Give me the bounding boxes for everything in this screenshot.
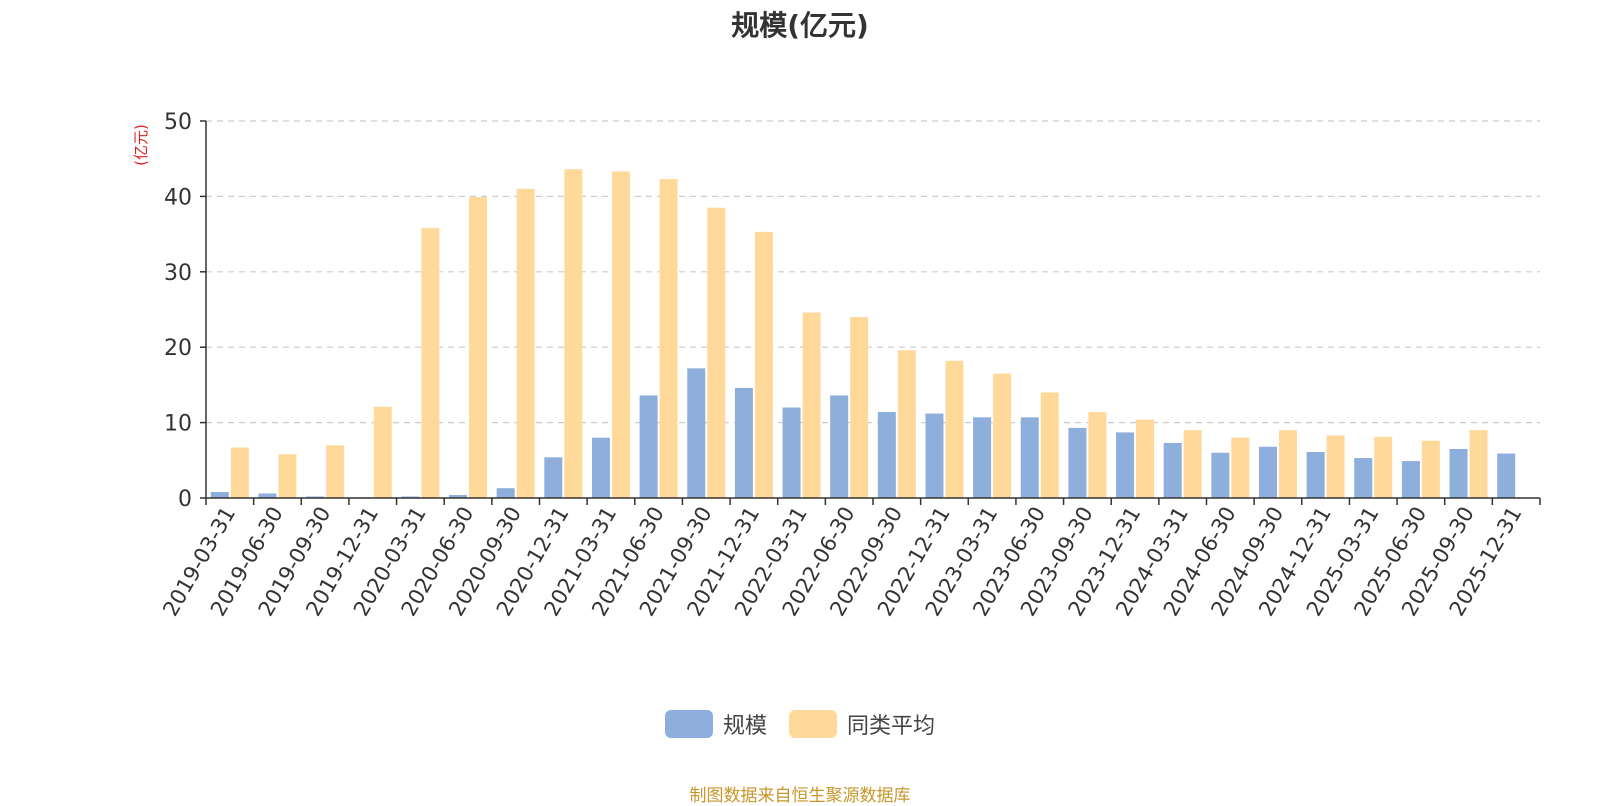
bar-category-average (1327, 435, 1345, 498)
bar-scale (783, 408, 801, 498)
y-tick-label: 20 (164, 336, 192, 361)
bar-category-average (1279, 430, 1297, 498)
bar-category-average (898, 350, 916, 498)
axes: 010203040502019-03-312019-06-302019-09-3… (158, 110, 1540, 620)
bars (211, 169, 1515, 498)
bar-scale (1164, 443, 1182, 498)
bar-scale (925, 414, 943, 498)
bar-scale (1402, 461, 1420, 498)
bar-scale (1211, 453, 1229, 498)
legend-item-category-average[interactable]: 同类平均 (789, 708, 935, 740)
bar-category-average (1422, 441, 1440, 498)
bar-category-average (469, 197, 487, 498)
bar-scale (973, 417, 991, 498)
legend: 规模 同类平均 (0, 708, 1600, 740)
bar-scale (1259, 447, 1277, 498)
bar-scale (640, 395, 658, 498)
bar-category-average (517, 189, 535, 498)
bar-category-average (1088, 412, 1106, 498)
bar-category-average (660, 179, 678, 498)
bar-scale (544, 457, 562, 498)
bar-scale (1021, 417, 1039, 498)
y-tick-label: 0 (178, 487, 192, 512)
bar-category-average (1184, 430, 1202, 498)
bar-category-average (278, 454, 296, 498)
bar-category-average (993, 374, 1011, 498)
bar-scale (497, 488, 515, 498)
bar-category-average (612, 172, 630, 498)
bar-category-average (374, 407, 392, 498)
bar-scale (1068, 428, 1086, 498)
bar-scale (1450, 449, 1468, 498)
bar-scale (1307, 452, 1325, 498)
y-tick-label: 30 (164, 261, 192, 286)
bar-scale (830, 395, 848, 498)
legend-label-scale: 规模 (723, 708, 767, 740)
bar-scale (1497, 454, 1515, 498)
y-tick-label: 40 (164, 185, 192, 210)
bar-category-average (564, 169, 582, 498)
bar-category-average (850, 317, 868, 498)
bar-category-average (1136, 420, 1154, 498)
source-note: 制图数据来自恒生聚源数据库 (0, 781, 1600, 806)
bar-category-average (1231, 438, 1249, 498)
bar-scale (592, 438, 610, 498)
legend-swatch-scale (665, 710, 713, 738)
bar-scale (878, 412, 896, 498)
y-tick-label: 10 (164, 412, 192, 437)
bar-scale (1116, 432, 1134, 498)
legend-swatch-category-average (789, 710, 837, 738)
y-tick-label: 50 (164, 110, 192, 135)
legend-label-category-average: 同类平均 (847, 708, 935, 740)
grid-lines (206, 121, 1540, 423)
bar-scale (687, 368, 705, 498)
bar-category-average (231, 447, 249, 498)
bar-category-average (1374, 437, 1392, 498)
bar-category-average (803, 313, 821, 498)
bar-scale (211, 492, 229, 498)
bar-category-average (755, 232, 773, 498)
legend-item-scale[interactable]: 规模 (665, 708, 767, 740)
bar-scale (1354, 458, 1372, 498)
bar-category-average (707, 208, 725, 498)
bar-scale (735, 388, 753, 498)
y-axis-label: (亿元) (132, 124, 150, 166)
bar-category-average (421, 228, 439, 498)
bar-category-average (326, 445, 344, 498)
bar-category-average (1041, 392, 1059, 498)
bar-category-average (1470, 430, 1488, 498)
bar-category-average (945, 361, 963, 498)
